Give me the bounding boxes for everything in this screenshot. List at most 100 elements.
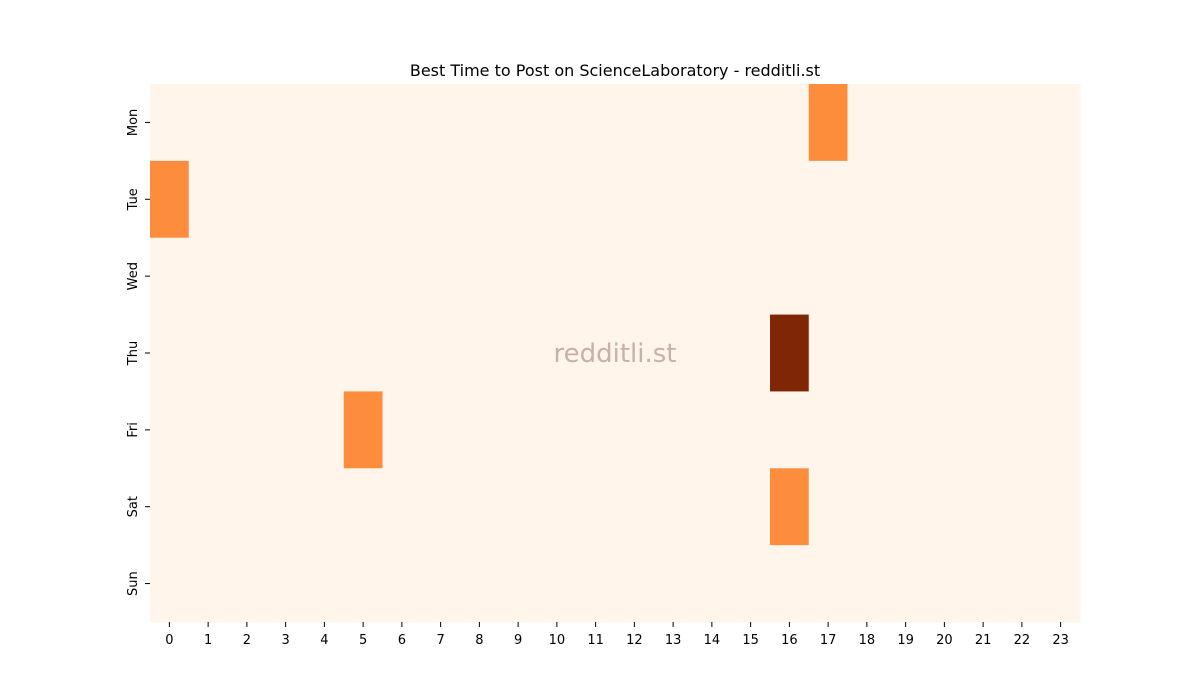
x-tick-label: 4 (320, 633, 328, 648)
heatmap-cell (421, 545, 461, 623)
heatmap-cell (382, 237, 422, 316)
heatmap-cell (227, 160, 267, 239)
heatmap-cell (808, 314, 849, 393)
heatmap-cell (460, 391, 500, 469)
x-tick-label: 19 (897, 633, 914, 648)
heatmap-cell (808, 237, 849, 316)
heatmap-cell (886, 314, 926, 393)
x-tick-label: 20 (936, 633, 953, 648)
heatmap-cell (615, 545, 655, 623)
heatmap-cell (305, 237, 345, 316)
heatmap-cell (227, 84, 267, 162)
chart-title: Best Time to Post on ScienceLaboratory -… (410, 61, 820, 80)
heatmap-cell (305, 545, 345, 623)
heatmap-cell (808, 160, 849, 239)
heatmap-cell (421, 468, 461, 546)
heatmap-cell (537, 84, 577, 162)
heatmap-cell (537, 314, 577, 393)
heatmap-cell (692, 468, 732, 546)
heatmap-cell (963, 84, 1004, 162)
heatmap-cell (886, 237, 926, 316)
heatmap-cell (537, 237, 577, 316)
heatmap-cell (1041, 160, 1081, 239)
heatmap-cell (305, 391, 345, 469)
heatmap-cell (576, 237, 616, 316)
heatmap-cell (537, 545, 577, 623)
heatmap-cell (498, 160, 539, 239)
heatmap-cell (576, 160, 616, 239)
heatmap-cell (1002, 84, 1042, 162)
heatmap-cell (460, 468, 500, 546)
y-tick-label: Sat (126, 496, 141, 517)
heatmap-cell (305, 84, 345, 162)
heatmap-cell (653, 160, 694, 239)
heatmap-cell (925, 391, 965, 469)
heatmap-cell (653, 545, 694, 623)
heatmap-cell (1041, 391, 1081, 469)
x-tick-label: 5 (359, 633, 367, 648)
x-tick-label: 10 (549, 633, 566, 648)
heatmap-cell (266, 545, 306, 623)
heatmap-cell (305, 314, 345, 393)
heatmap-cell (1041, 545, 1081, 623)
heatmap-cell (808, 391, 849, 469)
heatmap-cell (847, 391, 887, 469)
heatmap-cell (266, 237, 306, 316)
heatmap-cell (460, 84, 500, 162)
heatmap-cell (343, 391, 384, 469)
heatmap-cell (266, 314, 306, 393)
y-tick-label: Thu (126, 341, 141, 366)
heatmap-cell (1041, 468, 1081, 546)
heatmap-cell (227, 545, 267, 623)
heatmap-cell (227, 391, 267, 469)
heatmap-cell (498, 545, 539, 623)
heatmap-cell (188, 84, 229, 162)
heatmap-cell (1002, 391, 1042, 469)
y-tick-label: Sun (126, 571, 141, 596)
heatmap-cell (1041, 237, 1081, 316)
x-tick-label: 21 (975, 633, 992, 648)
heatmap-cell (731, 468, 771, 546)
heatmap-cell (615, 160, 655, 239)
heatmap-cell (537, 468, 577, 546)
heatmap-cell (808, 468, 849, 546)
heatmap-cell (886, 160, 926, 239)
heatmap-cell (847, 545, 887, 623)
y-tick-label: Wed (126, 262, 141, 290)
heatmap-cell (498, 84, 539, 162)
x-tick-label: 0 (165, 633, 173, 648)
heatmap-cell (266, 160, 306, 239)
heatmap-cell (343, 237, 384, 316)
heatmap-cell (847, 468, 887, 546)
heatmap-cell (227, 468, 267, 546)
heatmap-cell (731, 237, 771, 316)
heatmap-cell (382, 545, 422, 623)
heatmap-cell (498, 391, 539, 469)
heatmap-cell (382, 314, 422, 393)
heatmap-cell (421, 391, 461, 469)
heatmap-cell (963, 468, 1004, 546)
heatmap-cell (963, 160, 1004, 239)
heatmap-cell (382, 468, 422, 546)
heatmap-cell (227, 314, 267, 393)
heatmap-cell (382, 391, 422, 469)
heatmap-cell (188, 545, 229, 623)
heatmap-cell (1002, 545, 1042, 623)
heatmap-cell (382, 84, 422, 162)
heatmap-cell (731, 314, 771, 393)
heatmap-cell (305, 468, 345, 546)
x-tick-label: 2 (243, 633, 251, 648)
heatmap-cell (770, 314, 810, 393)
heatmap-cell (615, 84, 655, 162)
heatmap-cell (305, 160, 345, 239)
x-tick-label: 18 (859, 633, 876, 648)
heatmap-cell (421, 237, 461, 316)
heatmap-cell (653, 391, 694, 469)
x-tick-label: 23 (1052, 633, 1069, 648)
heatmap-cells (150, 84, 1081, 623)
heatmap-cell (227, 237, 267, 316)
heatmap-cell (925, 468, 965, 546)
heatmap-cell (925, 545, 965, 623)
x-tick-label: 16 (781, 633, 798, 648)
heatmap-cell (692, 237, 732, 316)
